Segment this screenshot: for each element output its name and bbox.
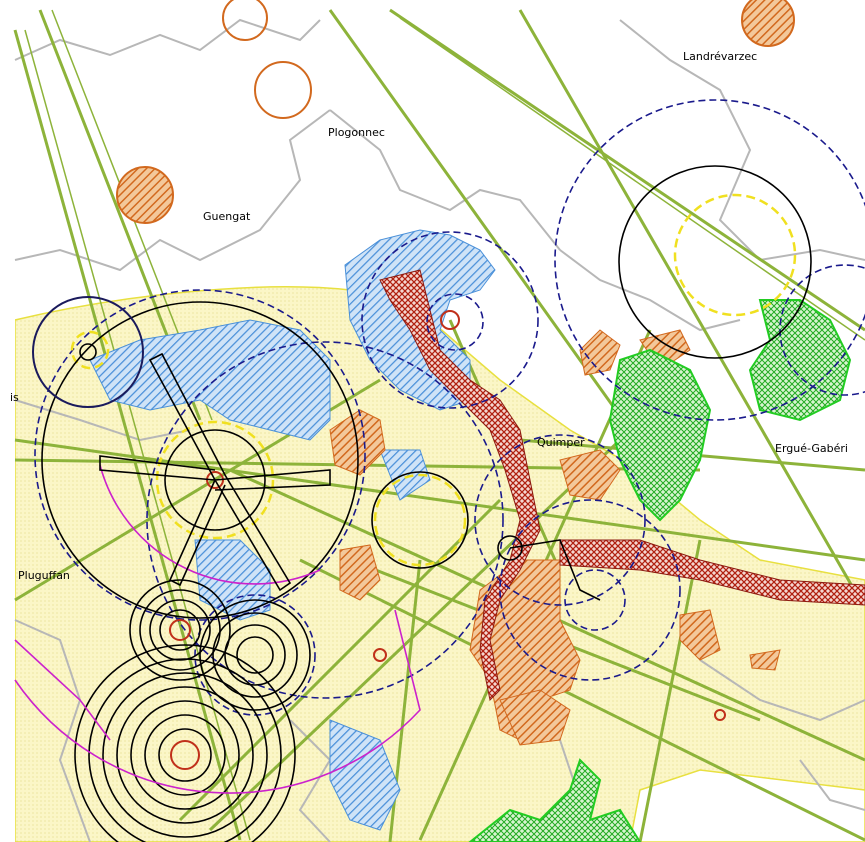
map-shape [129,579,231,681]
map-shape [329,109,561,251]
map-shape [170,740,200,770]
map-shape [779,264,865,396]
map-shape [194,594,316,716]
map-shape [618,165,812,359]
map-shape [146,341,504,699]
map-shape [559,249,741,332]
map-shape [749,649,781,671]
map-shape [144,714,226,796]
map-shape [70,330,110,370]
map-shape [79,343,97,361]
map-shape [13,29,242,841]
map-shape [426,293,484,351]
map-shape [579,329,621,376]
map-shape [14,109,331,272]
map-shape [0,0,15,842]
map-shape [499,499,681,681]
map-shape [497,535,523,561]
map-shape [212,612,298,698]
map-shape [714,709,726,721]
map-shape [559,449,621,501]
place-label: Guengat [203,210,251,223]
map-shape [159,609,201,651]
map-shape [254,61,312,119]
map-shape [158,728,212,782]
map-shape [564,569,626,631]
map-shape [236,636,274,674]
map-shape [289,719,332,842]
map-shape [699,659,865,722]
map-shape [130,700,240,810]
map-shape [741,0,795,47]
map-shape [518,9,862,601]
map-shape [224,624,286,686]
map-shape [389,8,865,332]
map-shape [373,648,387,662]
place-labels: Landrévarzec Plogonnec Guengat is Quimpe… [10,50,848,582]
map-shape [34,289,366,621]
map-shape [149,599,211,661]
map-shape [673,193,797,317]
map-shape [99,464,321,585]
map-shape [164,429,266,531]
map-shape [509,539,601,601]
map-shape [178,498,502,822]
place-label: Quimper [537,436,585,449]
map-shape [24,29,251,841]
map-shape [14,399,191,442]
map-shape [222,0,268,41]
map-shape [14,609,421,794]
map-shape [74,644,296,842]
map-shape [638,539,702,842]
map-shape [99,352,331,592]
map-shape [759,248,865,261]
map-shape [14,18,321,61]
place-label: Landrévarzec [683,50,757,63]
map-shape [799,759,865,811]
place-label: Plogonnec [328,126,385,139]
map-shape [199,599,311,711]
map-shape [608,348,712,522]
map-shape [361,231,539,409]
map-shape [474,434,646,606]
map-shape [339,544,381,601]
map-shape [440,310,460,330]
map-shape [116,686,254,824]
boundaries [14,18,865,842]
map-shape [41,301,359,619]
map-shape [32,296,144,408]
map-shape [155,420,275,540]
map-shape [116,166,174,224]
map-shape [88,658,282,842]
map-shape [139,589,221,671]
place-label: Ergué-Gabéri [775,442,848,455]
map-shape [679,609,721,661]
map-shape [554,99,865,421]
map-shape [499,689,571,746]
map-shape [102,672,268,838]
map-shape [329,719,401,831]
place-label: is [10,391,19,404]
map-shape [468,758,642,842]
map-shape [748,299,852,422]
circles [14,0,865,842]
map-shape [619,19,761,261]
place-label: Pluguffan [18,569,70,582]
map-shape [373,473,467,567]
map-shape [371,471,469,569]
map-shape [169,619,191,641]
map-shape [208,438,622,832]
